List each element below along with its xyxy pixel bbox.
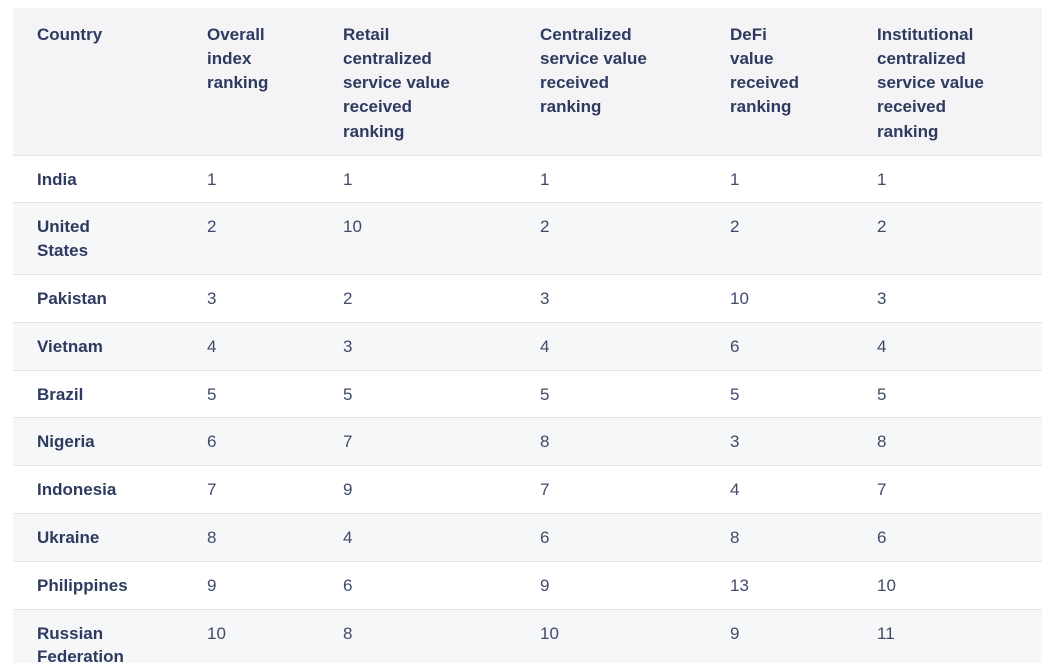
overall-rank-cell: 6 <box>207 432 217 452</box>
defi-rank-cell: 6 <box>730 336 740 356</box>
table-row-indonesia: Indonesia 7 9 7 4 7 <box>13 465 1042 514</box>
institutional-rank-cell: 5 <box>877 384 887 404</box>
country-name: Philippines <box>37 575 128 595</box>
institutional-rank-cell: 3 <box>877 289 887 309</box>
retail-rank-cell: 9 <box>343 480 353 500</box>
table-row-ukraine: Ukraine 8 4 6 8 6 <box>13 513 1042 562</box>
column-header-label: Country <box>37 25 103 44</box>
country-name: India <box>37 169 77 189</box>
table-body: India 1 1 1 1 1 United States 2 10 2 2 2… <box>13 155 1042 663</box>
centralized-rank-cell: 4 <box>540 336 550 356</box>
ranking-table-container: Country Overall index ranking Retail cen… <box>13 8 1042 663</box>
table-row-brazil: Brazil 5 5 5 5 5 <box>13 370 1042 418</box>
country-name: Nigeria <box>37 432 95 452</box>
institutional-rank-cell: 1 <box>877 169 887 189</box>
defi-rank-cell: 3 <box>730 432 740 452</box>
retail-rank-cell: 6 <box>343 575 353 595</box>
country-cell: India <box>13 155 207 203</box>
institutional-rank-cell: 11 <box>877 623 895 643</box>
country-name: Russian Federation <box>37 623 124 663</box>
institutional-rank-cell: 8 <box>877 432 887 452</box>
country-name: Indonesia <box>37 480 117 500</box>
centralized-rank-cell: 8 <box>540 432 550 452</box>
column-header-label: Centralized service value received ranki… <box>540 25 647 117</box>
institutional-rank-cell: 6 <box>877 528 887 547</box>
country-name: Vietnam <box>37 336 103 356</box>
column-header-label: Institutional centralized service value … <box>877 25 984 141</box>
defi-rank-cell: 4 <box>730 480 740 500</box>
centralized-rank-cell: 9 <box>540 575 550 595</box>
table-row-russian-federation: Russian Federation 10 8 10 9 11 <box>13 609 1042 663</box>
centralized-rank-cell: 1 <box>540 169 550 189</box>
centralized-rank-cell: 3 <box>540 289 550 309</box>
country-name: Ukraine <box>37 528 100 547</box>
column-header-institutional-ranking: Institutional centralized service value … <box>877 8 1042 155</box>
country-cell: Pakistan <box>13 275 207 323</box>
retail-rank-cell: 10 <box>343 217 362 237</box>
overall-rank-cell: 1 <box>207 169 217 189</box>
overall-rank-cell: 7 <box>207 480 217 500</box>
table-row-nigeria: Nigeria 6 7 8 3 8 <box>13 417 1042 466</box>
institutional-rank-cell: 10 <box>877 575 896 595</box>
header-row: Country Overall index ranking Retail cen… <box>13 8 1042 156</box>
retail-rank-cell: 4 <box>343 528 353 547</box>
table-row-philippines: Philippines 9 6 9 13 10 <box>13 561 1042 610</box>
retail-rank-cell: 5 <box>343 384 353 404</box>
defi-rank-cell: 13 <box>730 575 749 595</box>
defi-rank-cell: 10 <box>730 289 749 309</box>
column-header-retail-centralized-ranking: Retail centralized service value receive… <box>343 8 540 155</box>
overall-rank-cell: 9 <box>207 575 217 595</box>
table-header: Country Overall index ranking Retail cen… <box>13 8 1042 156</box>
overall-rank-cell: 5 <box>207 384 217 404</box>
defi-rank-cell: 9 <box>730 623 740 643</box>
column-header-label: Overall index ranking <box>207 25 269 93</box>
institutional-rank-cell: 2 <box>877 217 887 237</box>
table-row-pakistan: Pakistan 3 2 3 10 3 <box>13 274 1042 323</box>
country-name: United States <box>37 217 90 261</box>
country-cell: Nigeria <box>13 418 207 466</box>
column-header-country: Country <box>13 8 207 155</box>
overall-rank-cell: 2 <box>207 217 217 237</box>
country-cell: United States <box>13 203 207 275</box>
centralized-rank-cell: 10 <box>540 623 559 643</box>
centralized-rank-cell: 2 <box>540 217 550 237</box>
institutional-rank-cell: 7 <box>877 480 887 500</box>
column-header-label: DeFi value received ranking <box>730 25 799 117</box>
country-cell: Indonesia <box>13 466 207 514</box>
overall-rank-cell: 3 <box>207 289 217 309</box>
retail-rank-cell: 1 <box>343 169 353 189</box>
centralized-rank-cell: 7 <box>540 480 550 500</box>
defi-rank-cell: 5 <box>730 384 740 404</box>
table-row-vietnam: Vietnam 4 3 4 6 4 <box>13 322 1042 371</box>
country-cell: Ukraine <box>13 514 207 562</box>
defi-rank-cell: 2 <box>730 217 740 237</box>
defi-rank-cell: 8 <box>730 528 740 547</box>
overall-rank-cell: 10 <box>207 623 226 643</box>
country-name: Pakistan <box>37 289 107 309</box>
centralized-rank-cell: 6 <box>540 528 550 547</box>
overall-rank-cell: 8 <box>207 528 217 547</box>
country-cell: Philippines <box>13 561 207 609</box>
table-row-united-states: United States 2 10 2 2 2 <box>13 202 1042 275</box>
column-header-defi-ranking: DeFi value received ranking <box>730 8 877 155</box>
overall-rank-cell: 4 <box>207 336 217 356</box>
column-header-label: Retail centralized service value receive… <box>343 25 450 141</box>
column-header-centralized-ranking: Centralized service value received ranki… <box>540 8 730 155</box>
table-row-india: India 1 1 1 1 1 <box>13 155 1042 203</box>
country-cell: Vietnam <box>13 322 207 370</box>
retail-rank-cell: 2 <box>343 289 353 309</box>
retail-rank-cell: 3 <box>343 336 353 356</box>
country-cell: Brazil <box>13 370 207 418</box>
crypto-adoption-ranking-table: Country Overall index ranking Retail cen… <box>13 8 1042 663</box>
retail-rank-cell: 8 <box>343 623 353 643</box>
country-name: Brazil <box>37 384 84 404</box>
country-cell: Russian Federation <box>13 609 207 663</box>
defi-rank-cell: 1 <box>730 169 740 189</box>
centralized-rank-cell: 5 <box>540 384 550 404</box>
institutional-rank-cell: 4 <box>877 336 887 356</box>
retail-rank-cell: 7 <box>343 432 353 452</box>
column-header-overall-index-ranking: Overall index ranking <box>207 8 343 155</box>
